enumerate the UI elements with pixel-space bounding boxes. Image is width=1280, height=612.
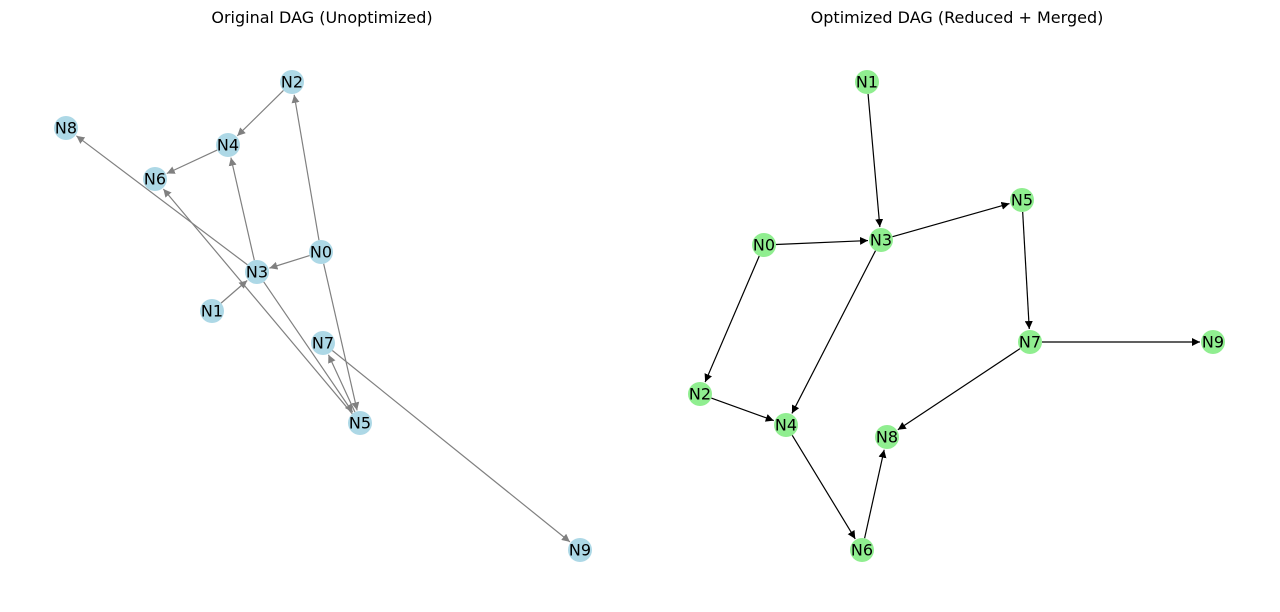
right-edge-n1-n3: [867, 93, 884, 228]
right-node-circle: [752, 233, 776, 257]
left-edge-n3-n8: [76, 135, 248, 266]
right-node-circle: [875, 425, 899, 449]
left-edge-n0-n2: [291, 94, 320, 241]
left-node-label: N0: [310, 243, 332, 262]
left-edge-n3-n5: [263, 281, 354, 413]
left-node-circle: [309, 240, 333, 264]
right-node-label: N5: [1011, 191, 1033, 210]
right-node-circle: [850, 538, 874, 562]
right-node-circle: [1018, 330, 1042, 354]
right-node-n1: N1: [855, 70, 879, 94]
left-edge-n3-n4: [228, 157, 255, 261]
right-node-circle: [688, 382, 712, 406]
left-node-label: N2: [281, 73, 303, 92]
right-node-n6: N6: [850, 538, 874, 562]
left-node-n8: N8: [54, 116, 78, 140]
left-node-n9: N9: [568, 538, 592, 562]
left-edge-n0-n3: [269, 255, 310, 270]
right-edges: [704, 93, 1200, 540]
right-node-n9: N9: [1201, 330, 1225, 354]
left-node-label: N4: [217, 136, 239, 155]
left-node-n6: N6: [143, 167, 167, 191]
left-node-n5: N5: [348, 411, 372, 435]
right-node-n0: N0: [752, 233, 776, 257]
left-edge-n5-n6: [162, 188, 353, 415]
right-edge-n0-n2: [704, 255, 760, 383]
right-node-circle: [774, 413, 798, 437]
left-node-label: N3: [246, 263, 268, 282]
right-node-label: N7: [1019, 333, 1041, 352]
left-node-circle: [200, 299, 224, 323]
right-node-n8: N8: [875, 425, 899, 449]
left-edge-n0-n5: [323, 263, 360, 411]
right-edge-n7-n8: [897, 348, 1021, 431]
right-node-label: N0: [753, 236, 775, 255]
right-node-label: N4: [775, 416, 797, 435]
right-node-circle: [1201, 330, 1225, 354]
left-node-circle: [245, 260, 269, 284]
right-edge-n0-n3: [775, 236, 869, 246]
right-node-circle: [855, 70, 879, 94]
left-node-n1: N1: [200, 299, 224, 323]
right-edge-n2-n4: [711, 397, 774, 422]
left-panel-title: Original DAG (Unoptimized): [211, 8, 433, 27]
right-node-n4: N4: [774, 413, 798, 437]
right-node-n3: N3: [869, 228, 893, 252]
left-node-circle: [54, 116, 78, 140]
left-node-circle: [216, 133, 240, 157]
right-edge-n3-n5: [892, 201, 1010, 238]
left-node-label: N7: [312, 334, 334, 353]
right-node-circle: [1010, 188, 1034, 212]
right-node-label: N6: [851, 541, 873, 560]
left-node-label: N8: [55, 119, 77, 138]
right-node-circle: [869, 228, 893, 252]
left-node-circle: [568, 538, 592, 562]
left-nodes: N0 N1 N2 N3 N4 N5 N6 N7 N8 N9: [54, 70, 592, 562]
right-edge-n5-n7: [1022, 211, 1033, 330]
right-edge-n6-n8: [864, 449, 887, 539]
left-node-n3: N3: [245, 260, 269, 284]
left-edge-n2-n4: [236, 89, 284, 137]
left-node-circle: [348, 411, 372, 435]
left-node-label: N9: [569, 541, 591, 560]
left-node-label: N1: [201, 302, 223, 321]
left-node-n7: N7: [311, 331, 335, 355]
left-node-circle: [143, 167, 167, 191]
right-node-n7: N7: [1018, 330, 1042, 354]
left-edge-n7-n9: [331, 350, 571, 543]
right-node-label: N2: [689, 385, 711, 404]
right-node-label: N3: [870, 231, 892, 250]
right-panel-title: Optimized DAG (Reduced + Merged): [810, 8, 1104, 27]
right-node-label: N1: [856, 73, 878, 92]
left-node-n4: N4: [216, 133, 240, 157]
left-node-circle: [311, 331, 335, 355]
left-edges: [76, 89, 571, 543]
right-edge-n4-n6: [791, 434, 856, 540]
right-node-n5: N5: [1010, 188, 1034, 212]
left-node-n2: N2: [280, 70, 304, 94]
left-edge-n4-n6: [166, 149, 218, 175]
left-node-label: N6: [144, 170, 166, 189]
right-node-n2: N2: [688, 382, 712, 406]
right-node-label: N9: [1202, 333, 1224, 352]
right-nodes: N0 N1 N2 N3 N4 N5 N6 N7 N8 N9: [688, 70, 1225, 562]
left-node-label: N5: [349, 414, 371, 433]
right-edge-n3-n4: [791, 250, 877, 414]
left-edge-n5-n7: [327, 354, 356, 413]
left-node-n0: N0: [309, 240, 333, 264]
left-node-circle: [280, 70, 304, 94]
right-node-label: N8: [876, 428, 898, 447]
